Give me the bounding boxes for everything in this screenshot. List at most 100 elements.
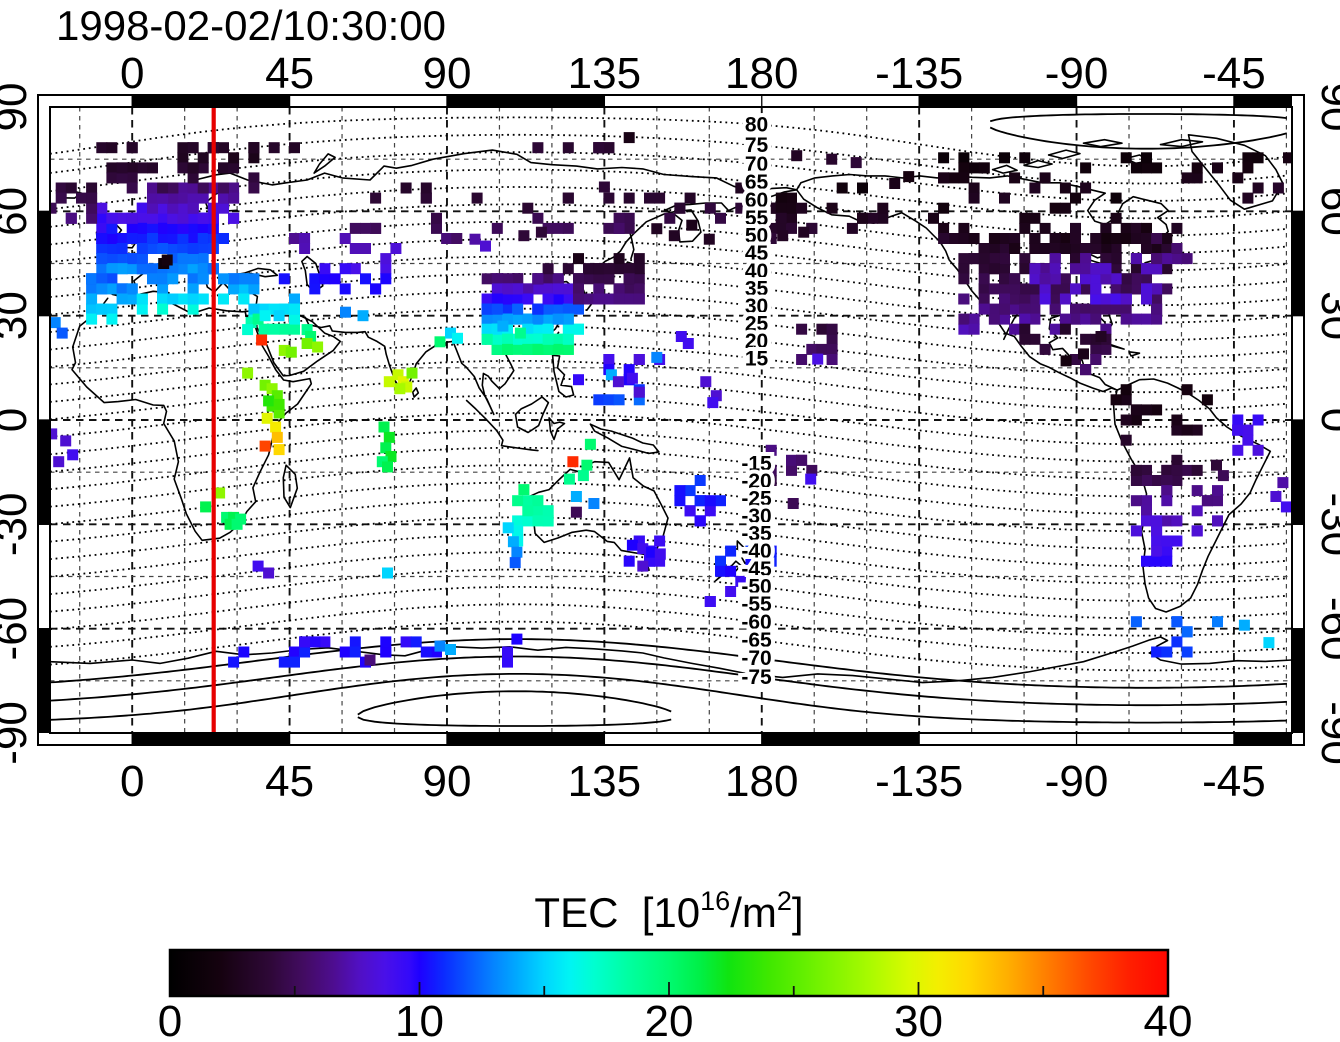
tec-cell: [1252, 152, 1264, 164]
tec-cell: [319, 273, 331, 285]
contour-line: [50, 446, 1287, 498]
tec-cell: [147, 192, 158, 204]
tec-cell: [786, 202, 797, 214]
tec-cell: [1059, 202, 1071, 214]
tec-cell: [278, 303, 290, 315]
tec-cell: [400, 182, 412, 194]
tec-cell: [1151, 555, 1163, 567]
tec-cell: [613, 394, 625, 406]
tec-cell: [1161, 233, 1173, 244]
tec-cell: [339, 646, 351, 658]
tec-cell: [1049, 233, 1061, 244]
tec-cell: [522, 495, 534, 507]
tec-cell: [380, 273, 392, 285]
tec-cell: [157, 243, 169, 254]
lon-tick-label-top: -90: [1045, 49, 1109, 98]
tec-cell: [481, 313, 493, 325]
tec-cell: [1283, 152, 1292, 164]
tec-cell: [704, 202, 716, 214]
tec-cell: [664, 212, 676, 224]
tec-cell: [349, 243, 361, 254]
frame-black-segment: [38, 628, 50, 733]
tec-cell: [626, 372, 638, 384]
tec-cell: [197, 162, 209, 174]
tec-cell: [259, 440, 271, 452]
contour-line: [50, 638, 1287, 689]
tec-cell: [1090, 233, 1102, 244]
tec-cell: [360, 243, 371, 254]
tec-cell: [826, 333, 838, 345]
tec-cell: [1151, 162, 1163, 174]
tec-cell: [136, 233, 148, 244]
tec-cell: [613, 293, 625, 305]
tec-cell: [126, 162, 138, 174]
tec-cell: [542, 273, 554, 285]
tec-cell: [1009, 293, 1021, 305]
tec-cell: [136, 293, 148, 305]
tec-cell: [1029, 233, 1041, 244]
tec-cell: [187, 243, 199, 254]
contour-label: -75: [741, 666, 772, 689]
tec-cell: [1161, 464, 1173, 476]
tec-cell: [242, 324, 254, 336]
tec-cell: [1171, 475, 1183, 486]
tec-cell: [305, 331, 317, 342]
tec-cell: [1019, 303, 1031, 315]
tec-cell: [988, 243, 1000, 254]
tec-cell: [512, 525, 524, 537]
contour-line: [50, 516, 1287, 567]
tec-cell: [507, 536, 519, 548]
tec-cell: [1141, 313, 1152, 325]
tec-cell: [725, 586, 737, 597]
tec-cell: [1120, 283, 1132, 295]
tec-cell: [1151, 545, 1163, 557]
tec-cell: [978, 273, 990, 285]
tec-cell: [552, 273, 564, 285]
contour-label: 55: [745, 207, 769, 230]
tec-cell: [319, 263, 331, 275]
tec-cell: [1181, 172, 1193, 184]
tec-cell: [532, 283, 544, 295]
coastline: [71, 297, 313, 542]
contour-line: [50, 255, 1287, 307]
tec-cell: [187, 172, 199, 184]
tec-cell: [1151, 475, 1163, 486]
frame-black-segment: [1233, 733, 1292, 745]
tec-cell: [1181, 253, 1193, 265]
tec-cell: [511, 546, 523, 558]
tec-cell: [1141, 404, 1152, 416]
tec-cell: [228, 162, 240, 174]
tec-cell: [948, 233, 960, 244]
tec-cell: [370, 222, 382, 234]
tec-cell: [197, 273, 209, 285]
tec-cell: [380, 263, 392, 275]
tec-cell: [684, 192, 696, 204]
tec-cell: [126, 253, 138, 265]
tec-cell: [1080, 283, 1092, 295]
contour-label: -65: [741, 629, 772, 652]
contour-line: [50, 673, 1287, 724]
tec-cell: [512, 333, 524, 345]
tec-cell: [1151, 253, 1163, 265]
tec-cell: [542, 323, 554, 335]
contour-line: [50, 533, 1287, 585]
contour-label: -45: [741, 558, 772, 581]
tec-cell: [65, 212, 77, 224]
contour-line: [50, 499, 1287, 550]
lat-tick-label-left: -60: [0, 597, 36, 661]
tec-cell: [1238, 619, 1250, 631]
tec-cell: [978, 283, 990, 295]
tec-cell: [573, 303, 584, 315]
tec-cell: [654, 192, 666, 204]
tec-cell: [1171, 243, 1183, 254]
lat-tick-label-left: 0: [0, 408, 36, 432]
tec-cell: [157, 273, 169, 285]
tec-cell: [1070, 354, 1081, 365]
tec-cell: [116, 162, 128, 174]
tec-cell: [1171, 253, 1183, 265]
lat-tick-label-right: 30: [1312, 291, 1340, 340]
tec-cell: [1078, 348, 1089, 360]
tec-cell: [1100, 293, 1112, 305]
tec-cell: [1120, 394, 1132, 406]
tec-cell: [1242, 424, 1254, 436]
